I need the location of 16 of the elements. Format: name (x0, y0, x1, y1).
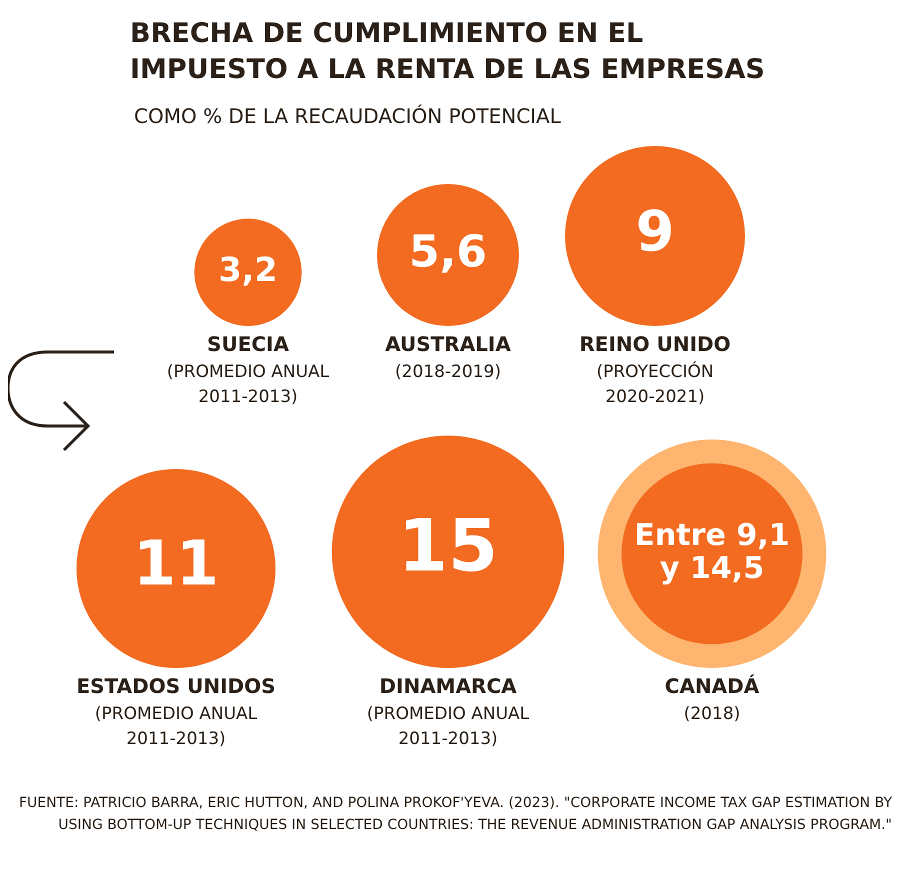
data-label: 15 (398, 504, 498, 588)
data-label: 5,6 (409, 226, 487, 278)
data-label: Entre 9,1 (634, 518, 790, 554)
source-note: FUENTE: PATRICIO BARRA, ERIC HUTTON, AND POLINA PROKOF'YEVA. (2023). "CORPORATE INCOME TAX GAP ESTIMATION BY USING BOTTOM-UP TECHNIQUES IN SELECTED COUNTRIES: THE REVENUE ADMINISTRATION GAP ANALYSIS PROGRAM." (18, 794, 892, 835)
data-label: 11 (133, 528, 219, 600)
data-label: y 14,5 (660, 551, 764, 586)
category-label: AUSTRALIA (2018-2019) (385, 332, 512, 382)
data-label: 3,2 (218, 250, 278, 289)
category-label: REINO UNIDO (PROYECCIÓN 2020-2021) (579, 332, 731, 407)
text: COMO % DE LA RECAUDACIÓN POTENCIAL (134, 104, 561, 128)
category-label: CANADÁ (2018) (664, 674, 760, 724)
category-label: DINAMARCA (PROMEDIO ANUAL 2011-2013) (366, 674, 530, 749)
category-label: SUECIA (PROMEDIO ANUAL 2011-2013) (166, 332, 330, 407)
data-label: 9 (636, 199, 674, 264)
category-label: ESTADOS UNIDOS (PROMEDIO ANUAL 2011-2013) (76, 674, 276, 749)
text: BRECHA DE CUMPLIMIENTO EN EL IMPUESTO A LA RENTA DE LAS EMPRESAS (130, 17, 766, 87)
